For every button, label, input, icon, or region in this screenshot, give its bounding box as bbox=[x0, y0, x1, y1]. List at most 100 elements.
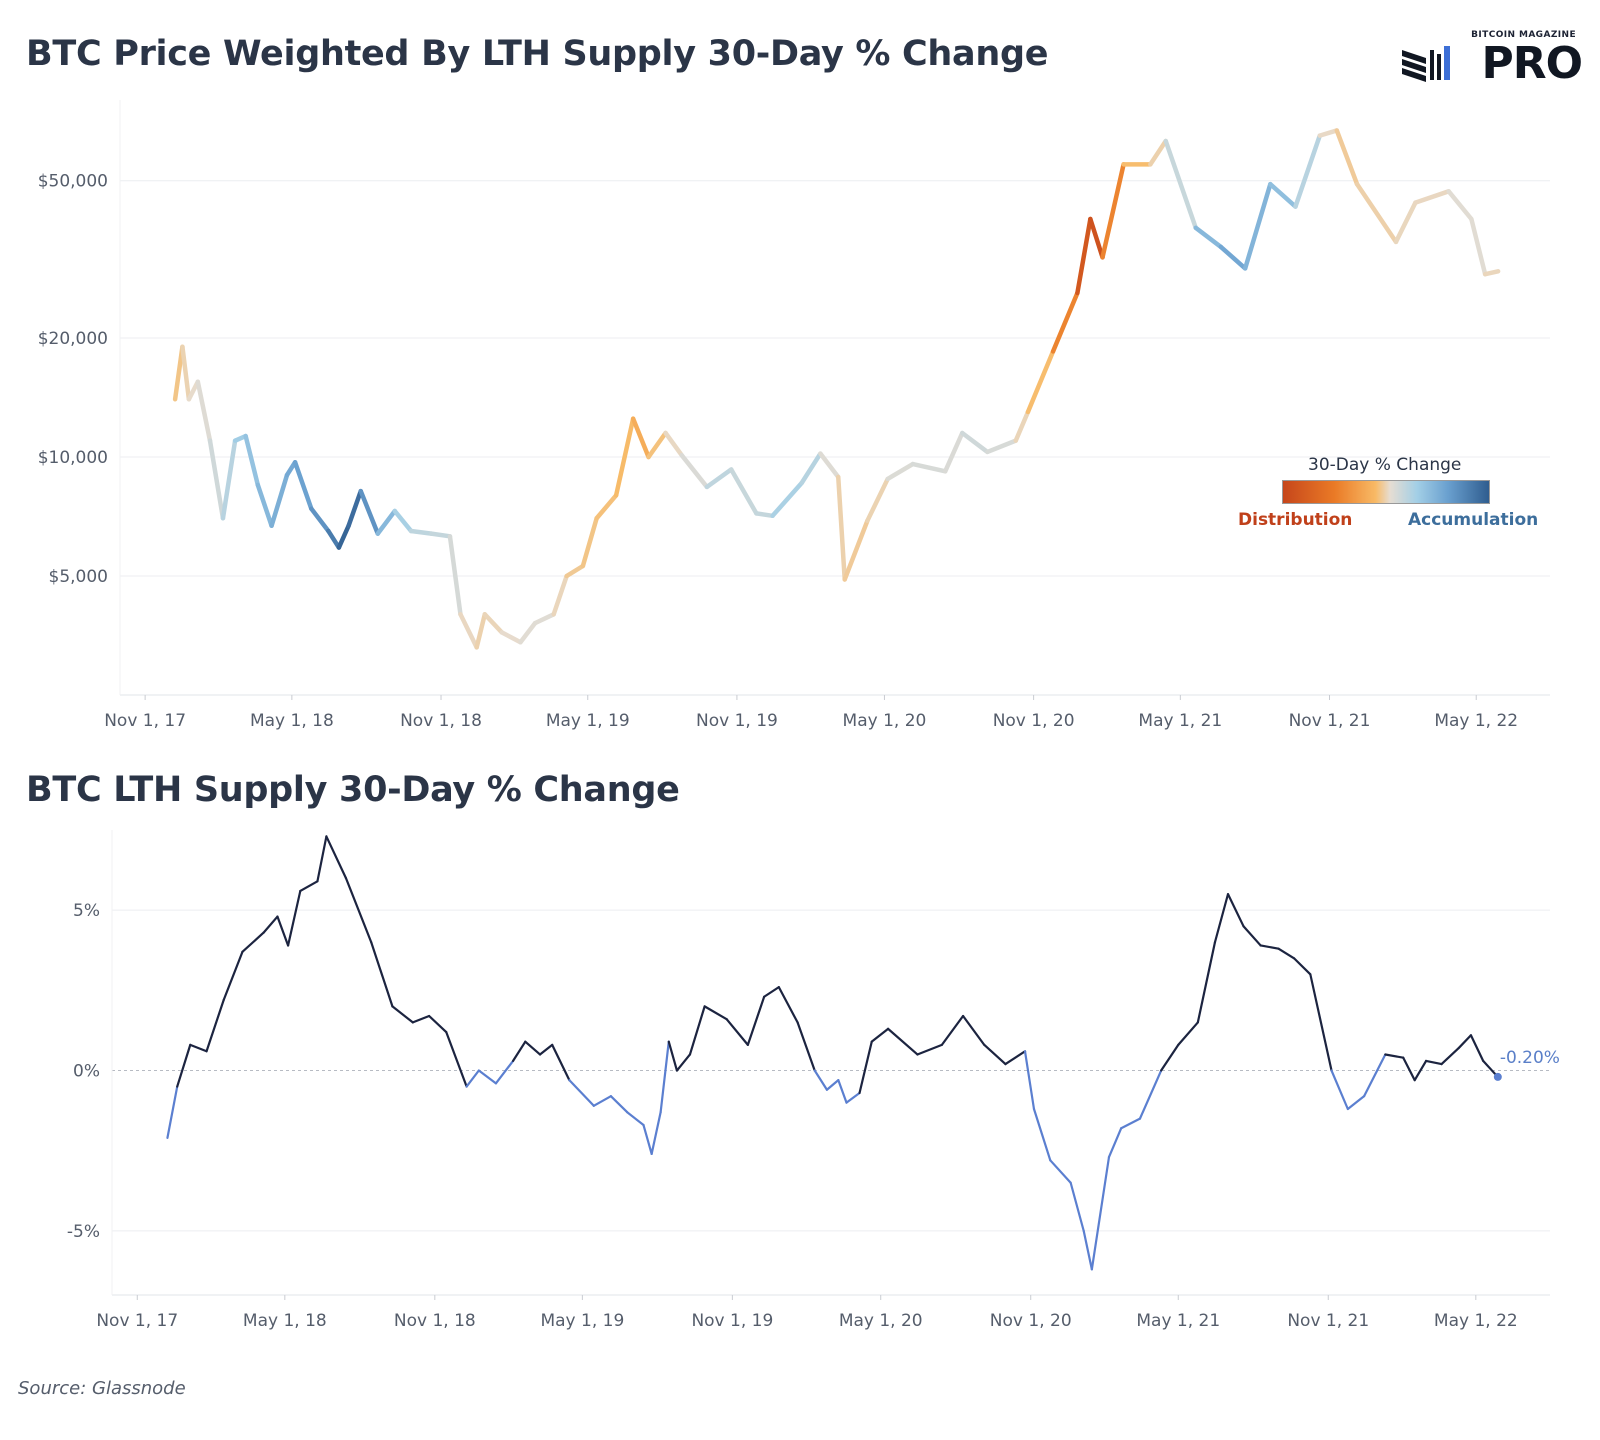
price-line-segment bbox=[326, 528, 342, 550]
supply-line-segment bbox=[1082, 1229, 1093, 1271]
supply-line-segment bbox=[1160, 1043, 1180, 1072]
price-line-segment bbox=[482, 612, 505, 635]
price-line-segment bbox=[842, 518, 870, 582]
supply-line-segment bbox=[1346, 1095, 1366, 1111]
price-line-segment bbox=[663, 430, 685, 458]
price-line-segment bbox=[613, 416, 636, 498]
supply-line-segment bbox=[1023, 1050, 1036, 1111]
supply-line-segment bbox=[725, 1018, 749, 1046]
supply-x-tick-label: Nov 1, 17 bbox=[96, 1311, 178, 1331]
supply-y-tick-label: 0% bbox=[73, 1062, 100, 1082]
price-line-segment bbox=[518, 620, 538, 645]
supply-line-segment bbox=[176, 1043, 192, 1088]
price-line-segment bbox=[594, 493, 619, 521]
price-x-tick-label: Nov 1, 20 bbox=[993, 711, 1075, 731]
price-line-segment bbox=[960, 430, 990, 455]
supply-line-segment bbox=[1049, 1159, 1072, 1184]
price-line-segment bbox=[1050, 290, 1080, 354]
supply-line-segment bbox=[961, 1014, 986, 1046]
price-line-segment bbox=[799, 451, 823, 486]
supply-line-segment bbox=[1363, 1053, 1387, 1098]
supply-line-segment bbox=[675, 1053, 692, 1072]
supply-line-segment bbox=[1440, 1046, 1460, 1066]
supply-line-segment bbox=[1069, 1181, 1085, 1232]
price-line-segment bbox=[564, 563, 586, 579]
price-y-tick-label: $20,000 bbox=[38, 329, 108, 349]
price-line-segment bbox=[1193, 225, 1224, 250]
last-value-marker bbox=[1493, 1072, 1502, 1081]
supply-x-tick-label: Nov 1, 20 bbox=[990, 1311, 1072, 1331]
supply-line-segment bbox=[205, 998, 225, 1053]
supply-line-segment bbox=[524, 1040, 542, 1056]
price-line-segment bbox=[255, 482, 274, 529]
supply-line-segment bbox=[825, 1079, 840, 1091]
supply-line-segment bbox=[746, 995, 766, 1046]
supply-line-segment bbox=[1277, 947, 1296, 960]
price-x-tick-label: May 1, 19 bbox=[546, 711, 630, 731]
supply-line-segment bbox=[1413, 1059, 1428, 1082]
price-line-segment bbox=[336, 523, 351, 550]
price-line-segment bbox=[1317, 128, 1340, 138]
price-line-segment bbox=[172, 344, 185, 402]
supply-line-segment bbox=[609, 1095, 629, 1114]
supply-line-segment bbox=[494, 1059, 515, 1085]
supply-line-segment bbox=[886, 1027, 919, 1056]
price-line-segment bbox=[1218, 244, 1248, 271]
price-line-segment bbox=[180, 344, 192, 402]
price-line-segment bbox=[985, 438, 1019, 455]
price-x-tick-label: May 1, 22 bbox=[1434, 711, 1518, 731]
price-line-segment bbox=[770, 480, 805, 519]
price-chart: $5,000 $10,000 $20,000 $50,000 Nov 1, 17 May … bbox=[38, 100, 1550, 731]
supply-line-segment bbox=[659, 1040, 670, 1114]
supply-x-tick-label: May 1, 18 bbox=[243, 1311, 327, 1331]
supply-line-segment bbox=[166, 1085, 179, 1139]
price-line-segment bbox=[447, 534, 463, 617]
supply-line-segment bbox=[1384, 1053, 1405, 1059]
price-line-segment bbox=[207, 438, 226, 521]
price-line-segment bbox=[1413, 189, 1451, 205]
supply-line-segment bbox=[940, 1014, 965, 1046]
supply-line-segment bbox=[1292, 957, 1312, 976]
price-line-segment bbox=[942, 430, 965, 474]
price-line-segment bbox=[1088, 216, 1105, 260]
supply-line-segment bbox=[1457, 1034, 1473, 1050]
supply-line-segment bbox=[1309, 973, 1333, 1072]
supply-line-segment bbox=[241, 931, 265, 953]
price-x-tick-label: Nov 1, 17 bbox=[104, 711, 186, 731]
supply-line-segment bbox=[538, 1043, 554, 1056]
price-line-segment bbox=[1100, 162, 1126, 260]
supply-line-segment bbox=[189, 1043, 208, 1053]
price-line-segment bbox=[292, 459, 314, 511]
supply-line-segment bbox=[1196, 941, 1217, 1024]
supply-x-tick-label: Nov 1, 21 bbox=[1287, 1311, 1369, 1331]
supply-line-segment bbox=[650, 1111, 662, 1155]
supply-line-segment bbox=[1177, 1021, 1199, 1046]
supply-x-tick-label: May 1, 20 bbox=[839, 1311, 923, 1331]
supply-line-segment bbox=[1213, 893, 1230, 944]
price-x-tick-label: Nov 1, 18 bbox=[400, 711, 482, 731]
supply-line-segment bbox=[286, 889, 302, 947]
price-line-segment bbox=[728, 467, 759, 516]
supply-line-segment bbox=[1330, 1069, 1349, 1111]
supply-line-segment bbox=[983, 1043, 1007, 1066]
supply-line-segment bbox=[344, 877, 373, 944]
supply-line-segment bbox=[1402, 1056, 1416, 1082]
price-line-segment bbox=[1242, 181, 1273, 271]
source-note: Source: Glassnode bbox=[18, 1378, 186, 1399]
bottom-chart-title: BTC LTH Supply 30-Day % Change bbox=[26, 770, 680, 810]
legend-color-bar bbox=[1282, 480, 1490, 504]
supply-line-segment bbox=[870, 1027, 890, 1043]
logo-mark-icon bbox=[1402, 46, 1450, 82]
price-line-segment bbox=[646, 430, 668, 460]
price-line-segment bbox=[392, 508, 414, 534]
price-line-segment bbox=[474, 612, 488, 650]
price-line-segment bbox=[1482, 269, 1501, 277]
price-line-segment bbox=[1393, 200, 1418, 245]
price-x-tick-label: Nov 1, 19 bbox=[696, 711, 778, 731]
price-line-segment bbox=[499, 630, 523, 645]
supply-line-segment bbox=[626, 1111, 645, 1127]
price-line-segment bbox=[1148, 138, 1168, 167]
supply-line-segment bbox=[763, 986, 780, 998]
supply-x-tick-label: May 1, 21 bbox=[1136, 1311, 1220, 1331]
supply-line-segment bbox=[1424, 1059, 1443, 1066]
